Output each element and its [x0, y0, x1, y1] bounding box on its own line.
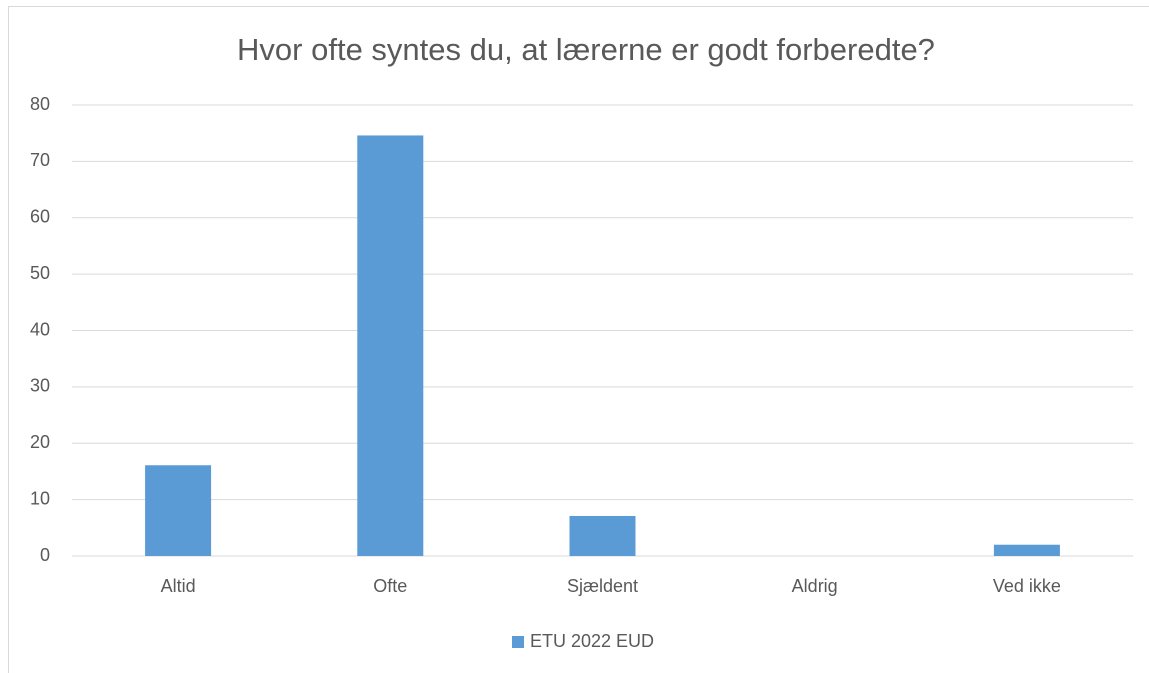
x-tick-label: Sjældent: [567, 576, 638, 596]
y-tick-label: 50: [30, 263, 50, 283]
chart-border: [8, 6, 1149, 673]
y-tick-label: 20: [30, 432, 50, 452]
x-tick-label: Altid: [161, 576, 196, 596]
legend-swatch: [512, 636, 524, 648]
bar: [357, 135, 424, 556]
bar: [993, 544, 1060, 556]
y-tick-label: 10: [30, 488, 50, 508]
bar: [569, 515, 636, 556]
y-tick-label: 0: [40, 545, 50, 565]
bar: [145, 465, 212, 556]
y-tick-label: 30: [30, 376, 50, 396]
y-tick-label: 60: [30, 207, 50, 227]
x-tick-label: Ved ikke: [993, 576, 1061, 596]
x-tick-label: Ofte: [373, 576, 407, 596]
y-tick-label: 40: [30, 319, 50, 339]
legend-label: ETU 2022 EUD: [530, 631, 654, 651]
y-tick-label: 80: [30, 94, 50, 114]
x-tick-label: Aldrig: [792, 576, 838, 596]
y-tick-label: 70: [30, 150, 50, 170]
chart-title: Hvor ofte syntes du, at lærerne er godt …: [237, 32, 935, 67]
